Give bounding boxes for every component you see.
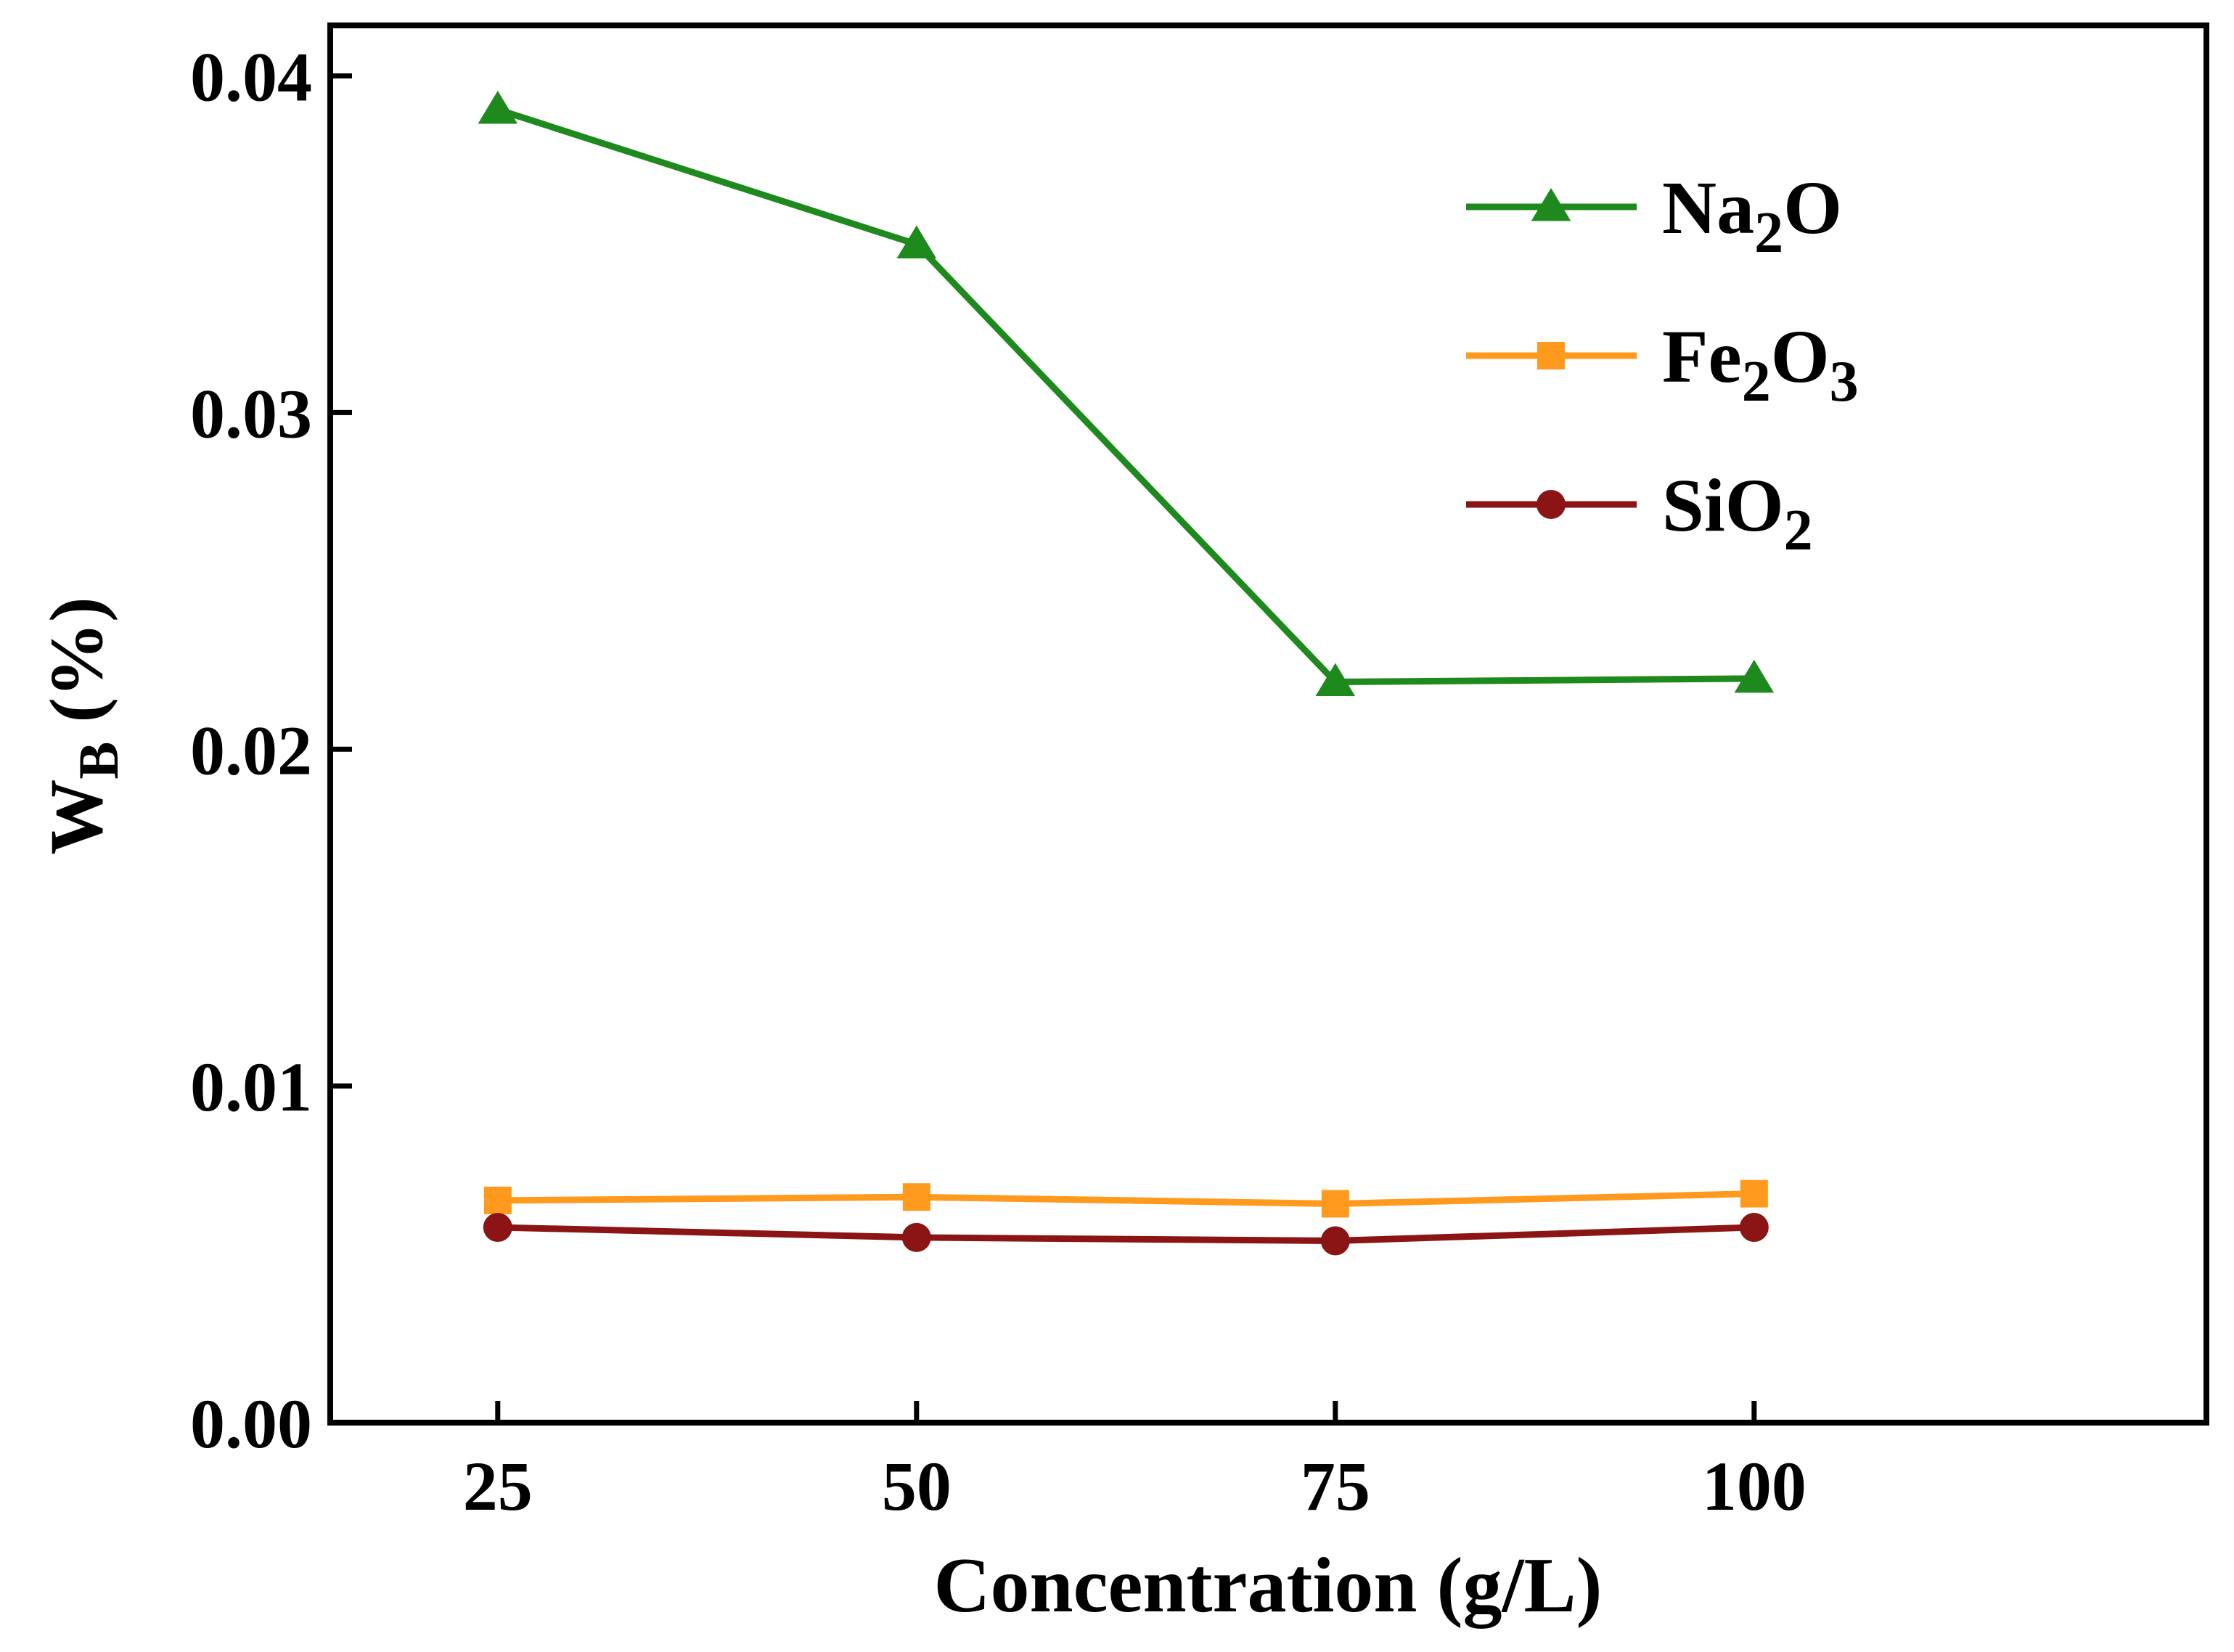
data-point-sio2: [1739, 1212, 1769, 1242]
y-tick-label: 0.00: [190, 1385, 312, 1463]
data-point-fe2o3: [1321, 1190, 1349, 1218]
y-axis-ticks: 0.00 0.01 0.02 0.03 0.04: [190, 38, 352, 1463]
series-line-fe2o3: [497, 1190, 1754, 1207]
legend-label-fe2o3: Fe2O3: [1662, 315, 1859, 414]
y-tick-label: 0.04: [190, 38, 312, 116]
data-point-sio2: [1320, 1226, 1350, 1256]
data-point-fe2o3: [902, 1183, 930, 1211]
x-tick-label: 75: [1301, 1447, 1370, 1525]
y-tick-label: 0.02: [190, 711, 312, 789]
legend-marker-na2o: [1531, 188, 1571, 221]
series-line-sio2: [497, 1224, 1754, 1245]
y-axis-title-unit: (%): [35, 597, 118, 741]
data-point-na2o: [1734, 659, 1775, 693]
plot-frame: [327, 23, 2209, 1426]
data-point-na2o: [1315, 663, 1356, 697]
data-point-sio2: [483, 1212, 512, 1242]
y-tick-label: 0.03: [190, 375, 312, 452]
data-point-sio2: [901, 1222, 931, 1252]
data-point-fe2o3: [483, 1186, 512, 1214]
x-tick-label: 25: [463, 1447, 533, 1525]
x-axis-ticks: 25 50 75 100: [463, 1401, 1807, 1525]
legend: Na2O Fe2O3 SiO2: [1466, 166, 1859, 563]
data-point-na2o: [896, 225, 937, 259]
y-axis-title-main: W: [35, 780, 118, 855]
legend-marker-fe2o3: [1537, 342, 1565, 369]
data-point-na2o: [478, 90, 518, 124]
series-layer: [478, 90, 1775, 1256]
x-tick-label: 100: [1702, 1447, 1807, 1525]
legend-label-na2o: Na2O: [1662, 166, 1842, 265]
legend-label-sio2: SiO2: [1662, 464, 1813, 563]
series-line-na2o: [496, 106, 1754, 686]
y-axis-title: WB (%): [35, 597, 130, 854]
legend-marker-sio2: [1537, 490, 1566, 519]
data-point-fe2o3: [1740, 1179, 1768, 1208]
x-axis-title: Concentration (g/L): [934, 1542, 1603, 1629]
y-axis-title-subscript: B: [67, 742, 130, 780]
x-tick-label: 50: [882, 1447, 952, 1525]
y-tick-label: 0.01: [190, 1048, 312, 1126]
